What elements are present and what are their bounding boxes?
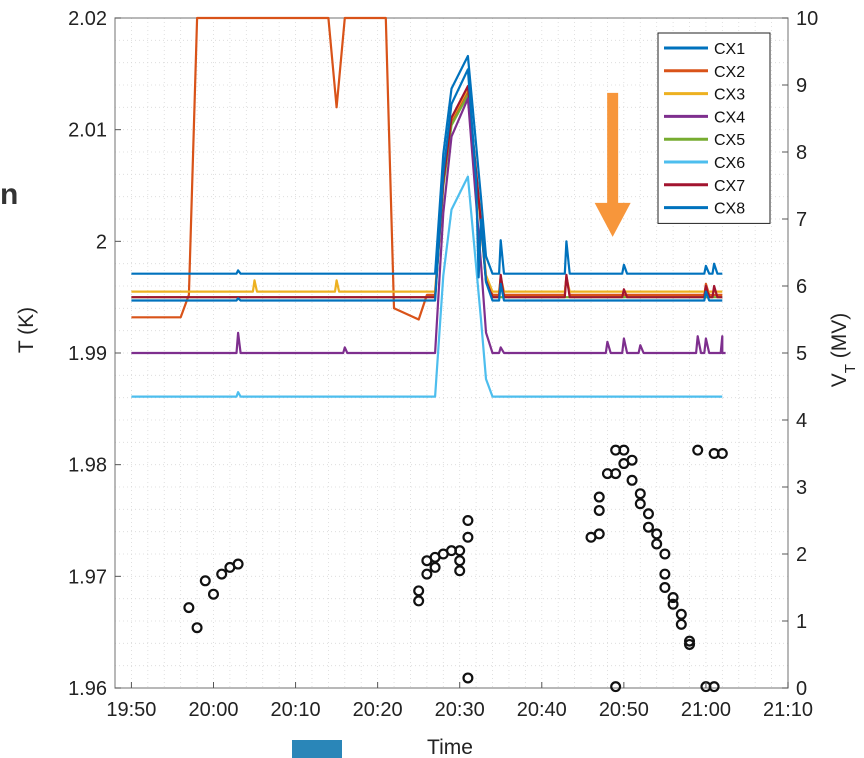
vt-marker xyxy=(659,548,671,560)
x-axis-label: Time xyxy=(427,736,473,758)
vt-marker xyxy=(634,488,646,500)
legend-label-cx4: CX4 xyxy=(714,109,745,126)
vt-marker xyxy=(634,498,646,510)
legend-label-cx6: CX6 xyxy=(714,155,745,172)
vt-marker xyxy=(675,618,687,630)
y-axis-left-ticks: 1.96 1.97 1.98 1.99 2 2.01 2.02 xyxy=(68,8,121,700)
series-line-cx7 xyxy=(131,85,723,299)
y-axis-right-label: VT (MV) xyxy=(828,313,859,388)
legend-label-cx8: CX8 xyxy=(714,201,745,218)
y-right-tick-label: 0 xyxy=(796,678,807,700)
y-left-tick-label: 1.97 xyxy=(68,566,107,588)
vt-marker xyxy=(462,514,474,526)
x-tick-label: 19:50 xyxy=(106,699,156,721)
series-lines xyxy=(131,16,726,398)
y-axis-left-label: T (K) xyxy=(15,307,38,353)
y-right-tick-label: 8 xyxy=(796,142,807,164)
cropped-image-fragment xyxy=(292,740,342,758)
vt-marker xyxy=(659,568,671,580)
y-axis-right-ticks: 0 1 2 3 4 5 6 7 8 9 10 xyxy=(782,8,818,700)
y-right-tick-label: 5 xyxy=(796,343,807,365)
vt-marker xyxy=(716,448,728,460)
vt-marker xyxy=(659,581,671,593)
y-right-tick-label: 6 xyxy=(796,276,807,298)
vt-marker xyxy=(675,608,687,620)
vt-marker xyxy=(610,681,622,693)
vt-marker xyxy=(454,565,466,577)
y-left-tick-label: 2.01 xyxy=(68,120,107,142)
x-tick-label: 20:20 xyxy=(353,699,403,721)
vt-marker xyxy=(462,672,474,684)
vt-marker xyxy=(207,588,219,600)
vt-marker xyxy=(183,602,195,614)
vt-marker xyxy=(642,508,654,520)
vt-marker xyxy=(454,545,466,557)
vt-marker xyxy=(610,468,622,480)
legend-label-cx1: CX1 xyxy=(714,41,745,58)
y-left-tick-label: 1.96 xyxy=(68,678,107,700)
legend-label-cx5: CX5 xyxy=(714,132,745,149)
y-right-tick-label: 4 xyxy=(796,410,807,432)
vt-marker xyxy=(413,585,425,597)
vt-marker xyxy=(626,454,638,466)
x-tick-label: 20:10 xyxy=(271,699,321,721)
y-left-tick-label: 2 xyxy=(96,231,107,253)
annotation-arrow xyxy=(594,92,631,237)
series-line-cx1 xyxy=(131,68,723,302)
y-right-tick-label: 2 xyxy=(796,544,807,566)
vt-marker xyxy=(618,444,630,456)
arrow-head xyxy=(594,202,631,237)
vt-marker xyxy=(593,491,605,503)
y-left-tick-label: 1.99 xyxy=(68,343,107,365)
vt-marker xyxy=(708,681,720,693)
vt-marker xyxy=(684,638,696,650)
legend-box xyxy=(657,32,771,224)
vt-marker xyxy=(199,575,211,587)
y-left-tick-label: 2.02 xyxy=(68,8,107,30)
vt-marker xyxy=(413,595,425,607)
legend: CX1 CX2 CX3 CX4 CX5 CX6 CX7 CX8 xyxy=(657,32,771,224)
vt-marker xyxy=(667,598,679,610)
x-tick-label: 21:00 xyxy=(681,699,731,721)
vt-marker xyxy=(429,561,441,573)
vt-marker xyxy=(667,592,679,604)
x-tick-label: 20:40 xyxy=(517,699,567,721)
vt-marker xyxy=(593,528,605,540)
legend-label-cx7: CX7 xyxy=(714,178,745,195)
y-right-tick-label: 1 xyxy=(796,611,807,633)
legend-label-cx2: CX2 xyxy=(714,64,745,81)
legend-label-cx3: CX3 xyxy=(714,87,745,104)
vt-marker xyxy=(593,504,605,516)
series-line-cx6 xyxy=(131,175,723,398)
vt-marker xyxy=(626,474,638,486)
vt-markers xyxy=(183,444,728,693)
vt-marker xyxy=(692,444,704,456)
y-right-tick-label: 10 xyxy=(796,8,818,30)
series-line-cx4 xyxy=(131,97,726,355)
vt-marker xyxy=(191,622,203,634)
vt-marker xyxy=(216,568,228,580)
vt-marker xyxy=(684,635,696,647)
vt-marker xyxy=(462,531,474,543)
cropped-edge-text: n xyxy=(0,178,19,211)
vt-marker xyxy=(421,568,433,580)
y-right-tick-label: 9 xyxy=(796,75,807,97)
vt-marker xyxy=(642,521,654,533)
y-right-tick-label: 3 xyxy=(796,477,807,499)
vt-marker xyxy=(651,538,663,550)
y-left-tick-label: 1.98 xyxy=(68,455,107,477)
x-tick-label: 20:30 xyxy=(435,699,485,721)
vt-marker xyxy=(232,558,244,570)
y-right-tick-label: 7 xyxy=(796,209,807,231)
x-tick-label: 20:50 xyxy=(599,699,649,721)
x-tick-label: 21:10 xyxy=(763,699,813,721)
vt-marker xyxy=(651,528,663,540)
vt-marker xyxy=(454,555,466,567)
x-tick-label: 20:00 xyxy=(188,699,238,721)
x-axis-ticks: 19:50 20:00 20:10 20:20 20:30 20:40 20:50 21:00… xyxy=(106,682,813,721)
series-line-cx8 xyxy=(131,54,723,275)
